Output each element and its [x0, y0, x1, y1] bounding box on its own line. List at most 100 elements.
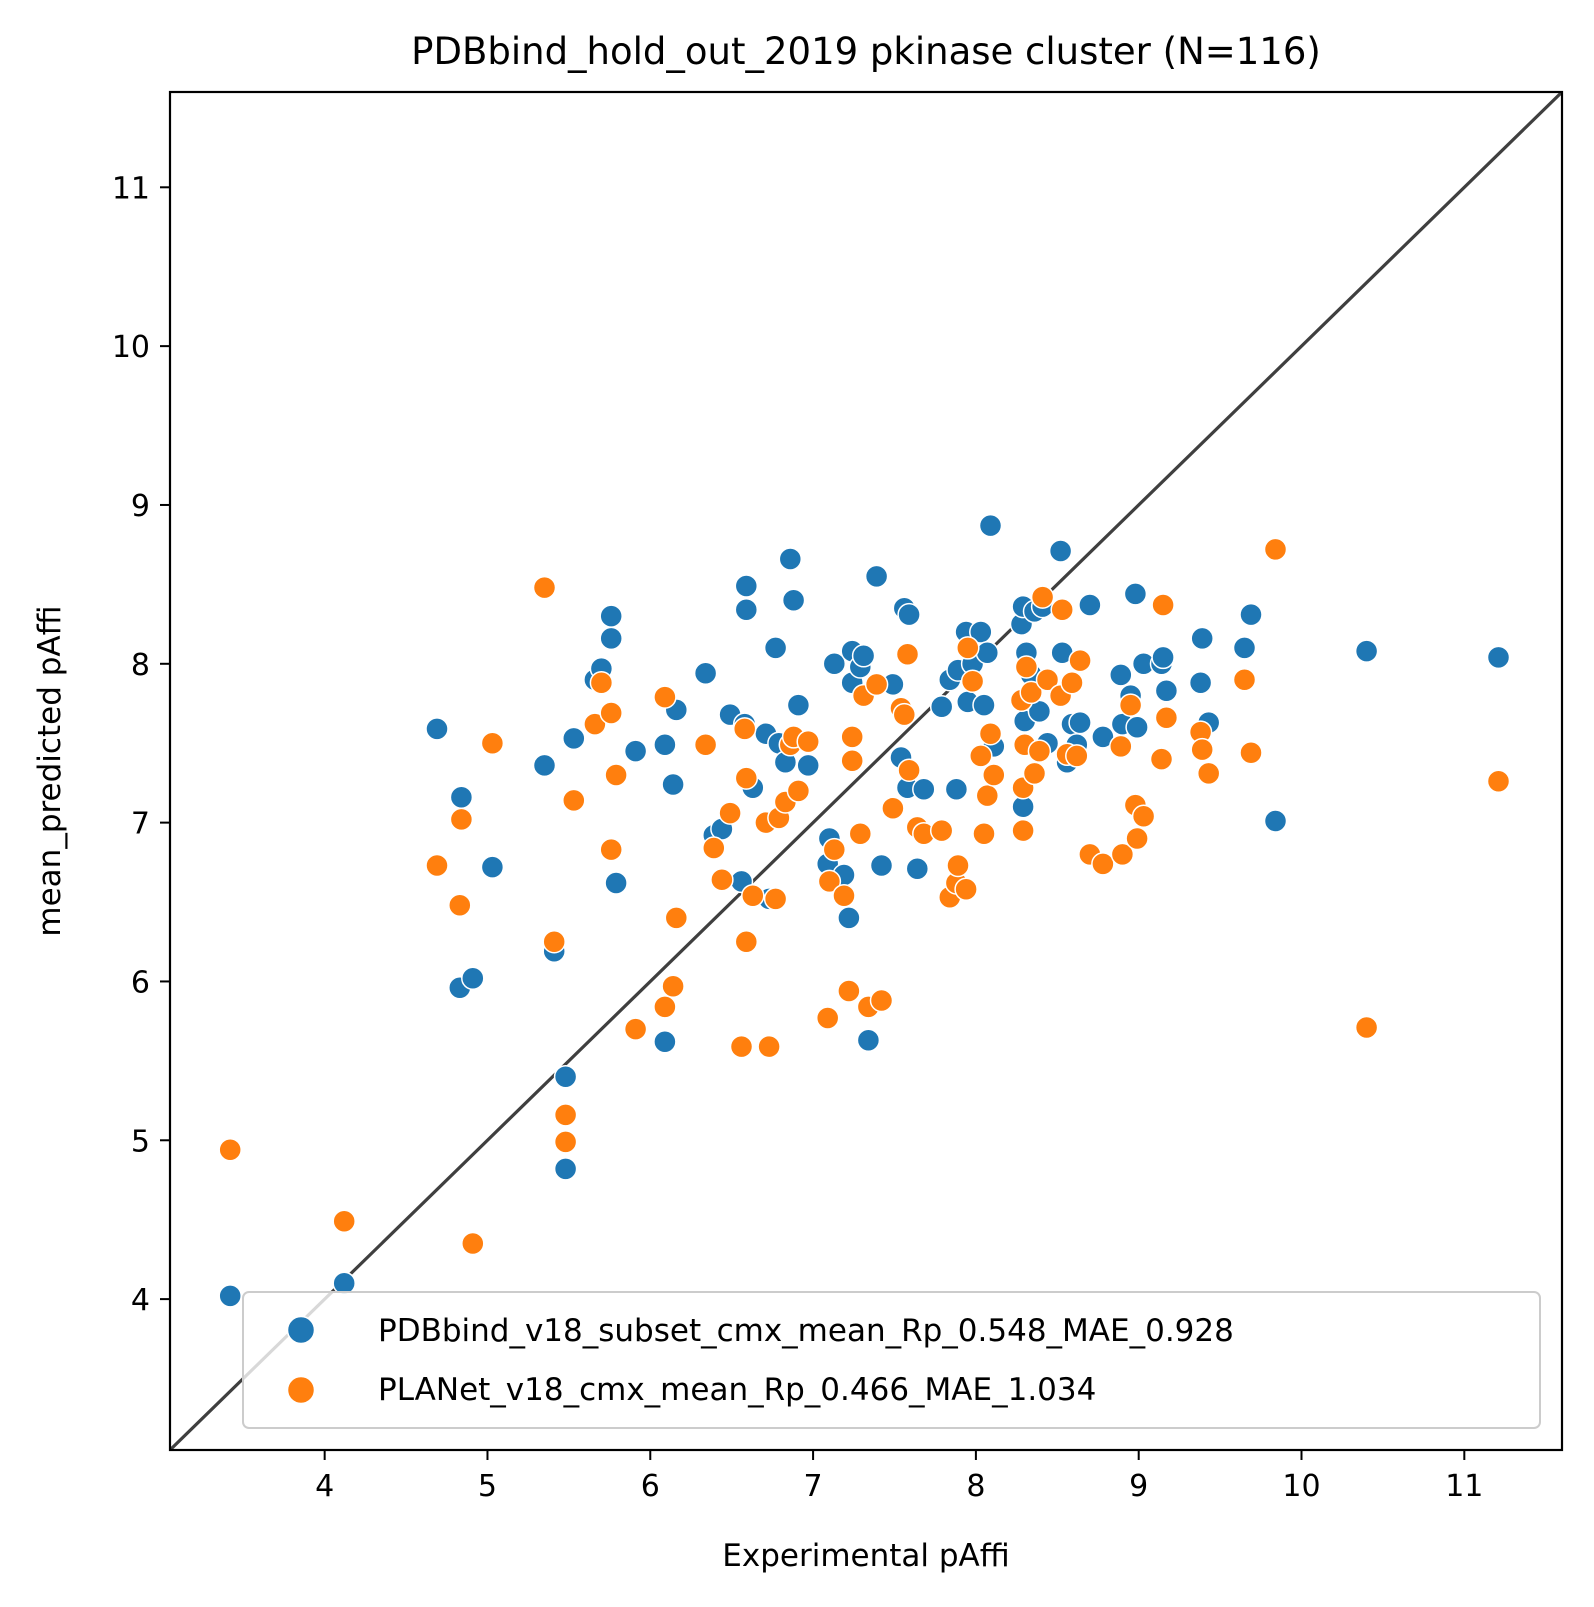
data-point-series-1-103 — [1263, 537, 1288, 562]
data-point-series-1-0 — [218, 1138, 242, 1162]
data-point-series-1-42 — [822, 837, 847, 862]
data-point-series-0-57 — [905, 856, 930, 881]
y-tick-label: 4 — [131, 1283, 150, 1318]
data-point-series-1-14 — [599, 837, 623, 862]
data-point-series-0-1 — [332, 1271, 356, 1295]
data-point-series-1-67 — [972, 821, 996, 846]
x-tick-label: 4 — [315, 1469, 334, 1504]
data-point-series-1-16 — [604, 763, 628, 787]
data-point-series-1-43 — [832, 883, 856, 908]
data-point-series-1-7 — [532, 575, 557, 600]
data-point-series-1-64 — [956, 636, 980, 660]
data-point-series-0-81 — [1048, 539, 1073, 563]
data-point-series-1-33 — [763, 887, 788, 911]
data-point-series-0-105 — [1486, 645, 1511, 670]
x-tick-label: 5 — [478, 1469, 497, 1504]
data-point-series-1-94 — [1131, 804, 1156, 829]
data-point-series-0-6 — [480, 855, 505, 879]
data-point-series-1-95 — [1149, 747, 1174, 771]
data-point-series-1-55 — [895, 642, 920, 667]
data-point-series-0-58 — [912, 777, 936, 802]
x-axis: 4 5 6 7 8 9 10 11 — [315, 1450, 1483, 1504]
data-point-series-1-73 — [1011, 818, 1035, 843]
data-point-series-1-26 — [729, 1034, 754, 1059]
data-point-series-1-29 — [734, 766, 759, 790]
data-point-series-1-18 — [653, 685, 677, 709]
data-point-series-1-70 — [982, 763, 1006, 787]
data-point-series-1-40 — [815, 1006, 840, 1030]
data-point-series-1-66 — [969, 744, 993, 768]
data-point-series-0-93 — [1125, 715, 1149, 740]
x-axis-label: Experimental pAffi — [722, 1538, 1009, 1574]
data-point-series-0-89 — [1109, 663, 1133, 687]
data-point-series-0-56 — [897, 602, 921, 627]
y-tick-label: 6 — [131, 965, 150, 1000]
data-point-series-1-78 — [1027, 739, 1052, 763]
data-point-series-1-97 — [1154, 706, 1179, 730]
data-point-series-0-98 — [1188, 671, 1213, 695]
x-tick-label: 7 — [804, 1469, 823, 1504]
data-point-series-0-22 — [693, 661, 718, 686]
data-point-series-0-33 — [763, 636, 788, 660]
data-point-series-1-101 — [1232, 667, 1257, 692]
data-point-series-0-16 — [604, 871, 628, 895]
data-point-series-1-68 — [975, 783, 1000, 808]
data-point-series-1-32 — [757, 1034, 781, 1059]
data-point-series-1-25 — [718, 801, 742, 825]
data-point-series-0-2 — [425, 717, 449, 741]
data-point-series-0-92 — [1123, 582, 1148, 606]
data-point-series-0-20 — [661, 772, 685, 797]
x-tick-label: 6 — [641, 1469, 660, 1504]
data-point-series-0-0 — [218, 1284, 242, 1308]
y-tick-label: 7 — [131, 807, 150, 842]
y-tick-label: 9 — [131, 489, 150, 524]
data-point-series-1-21 — [664, 906, 689, 930]
legend-box — [242, 1291, 1541, 1429]
data-point-series-1-76 — [1019, 680, 1043, 705]
chart-title: PDBbind_hold_out_2019 pkinase cluster (N… — [411, 30, 1321, 73]
data-point-series-1-88 — [1091, 852, 1115, 876]
data-point-series-1-46 — [840, 748, 864, 773]
data-point-series-0-15 — [599, 626, 623, 651]
data-point-series-1-45 — [840, 725, 864, 749]
data-point-series-1-56 — [897, 758, 921, 782]
y-axis: 4 5 6 7 8 9 10 11 — [112, 171, 170, 1318]
data-point-series-1-3 — [449, 807, 474, 832]
data-point-series-0-11 — [562, 726, 586, 751]
data-point-series-1-22 — [693, 733, 718, 757]
data-point-series-1-84 — [1060, 671, 1084, 695]
data-point-series-1-20 — [661, 974, 685, 998]
data-point-series-1-91 — [1118, 693, 1143, 717]
data-point-series-0-96 — [1151, 645, 1175, 670]
plot-frame — [168, 90, 1564, 1452]
x-tick-label: 10 — [1282, 1469, 1320, 1504]
data-point-series-0-19 — [653, 1030, 677, 1054]
data-point-series-1-2 — [425, 853, 449, 878]
data-point-series-1-86 — [1068, 648, 1092, 673]
data-point-series-1-9 — [553, 1103, 578, 1127]
data-point-series-1-8 — [542, 929, 566, 954]
data-point-series-1-24 — [710, 868, 734, 892]
data-point-series-0-7 — [532, 753, 557, 778]
data-point-series-1-96 — [1151, 593, 1175, 617]
data-point-series-1-89 — [1109, 734, 1133, 759]
data-point-series-0-102 — [1239, 602, 1263, 627]
data-point-series-1-80 — [1035, 667, 1060, 692]
data-point-series-1-75 — [1014, 655, 1039, 679]
data-point-series-1-47 — [848, 821, 873, 846]
legend-label-planet: PLANet_v18_cmx_mean_Rp_0.466_MAE_1.034 — [378, 1372, 1096, 1408]
data-point-series-1-85 — [1065, 744, 1089, 768]
data-point-series-1-11 — [562, 788, 586, 813]
data-point-series-0-48 — [851, 644, 876, 668]
data-point-series-1-4 — [448, 893, 472, 917]
y-tick-label: 11 — [112, 171, 150, 206]
data-point-series-0-59 — [929, 694, 954, 719]
data-point-series-1-27 — [732, 717, 757, 741]
data-point-series-1-63 — [954, 877, 978, 902]
data-point-series-1-1 — [332, 1209, 356, 1234]
data-point-series-1-65 — [960, 669, 985, 694]
data-point-series-0-18 — [653, 733, 677, 757]
data-point-series-0-5 — [461, 966, 485, 991]
data-point-series-0-101 — [1232, 636, 1257, 660]
